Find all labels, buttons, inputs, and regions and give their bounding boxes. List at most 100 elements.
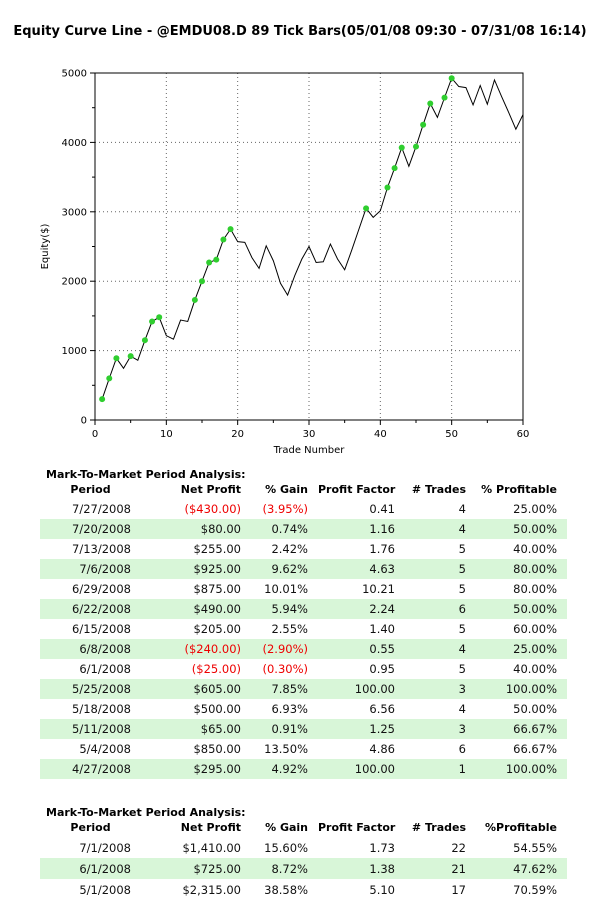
weekly-analysis-heading: Mark-To-Market Period Analysis: <box>46 468 246 481</box>
trades-cell: 1 <box>405 759 476 779</box>
profitable-cell: 47.62% <box>476 858 567 879</box>
profit-factor-cell: 0.55 <box>318 639 405 659</box>
net-profit-cell: $205.00 <box>193 622 241 636</box>
profit-factor-cell: 1.25 <box>318 719 405 739</box>
gain-cell: 0.91% <box>251 719 318 739</box>
net-profit-cell: $255.00 <box>193 542 241 556</box>
x-tick-label: 50 <box>445 429 458 440</box>
net-profit-cell: $725.00 <box>141 858 251 879</box>
column-header: # Trades <box>411 821 466 834</box>
profit-factor-cell: 10.21 <box>362 582 395 596</box>
gain-cell: 4.92% <box>251 759 318 779</box>
table-row: 6/15/2008 $205.00 2.55% 1.40 5 60.00% <box>40 619 567 639</box>
table-row: 5/11/2008 $65.00 0.91% 1.25 3 66.67% <box>40 719 567 739</box>
profit-factor-cell: 0.95 <box>369 662 395 676</box>
winning-trade-marker <box>413 143 419 150</box>
profitable-cell: 80.00% <box>513 582 557 596</box>
trades-cell: 5 <box>458 662 466 676</box>
gain-cell: 0.74% <box>251 519 318 539</box>
column-header: Net Profit <box>180 821 241 834</box>
table-row: 6/8/2008 ($240.00) (2.90%) 0.55 4 25.00% <box>40 639 567 659</box>
period-cell: 7/6/2008 <box>40 559 141 579</box>
trades-cell: 3 <box>405 679 476 699</box>
column-header: % Gain <box>265 483 308 496</box>
column-header: Net Profit <box>180 483 241 496</box>
x-axis-label: Trade Number <box>273 445 346 456</box>
gain-cell: 7.85% <box>251 679 318 699</box>
net-profit-cell: $2,315.00 <box>182 882 241 897</box>
weekly-analysis-section: Mark-To-Market Period Analysis: Period Ne… <box>40 468 567 779</box>
net-profit-cell: ($240.00) <box>141 639 251 659</box>
column-header: # Trades <box>411 483 466 496</box>
gain-cell: (0.30%) <box>262 662 308 676</box>
gain-cell: 9.62% <box>251 559 318 579</box>
profitable-cell: 70.59% <box>513 882 557 897</box>
trades-cell: 4 <box>405 519 476 539</box>
gain-cell: 15.60% <box>264 840 308 855</box>
profitable-cell: 40.00% <box>513 542 557 556</box>
gain-cell: 2.55% <box>271 622 308 636</box>
period-cell: 6/22/2008 <box>40 599 141 619</box>
gain-cell: 13.50% <box>264 742 308 756</box>
profit-factor-cell: 2.24 <box>318 599 405 619</box>
winning-trade-marker <box>441 94 448 101</box>
period-cell: 7/13/2008 <box>72 542 131 556</box>
gain-cell: 38.58% <box>264 882 308 897</box>
winning-trade-marker <box>220 236 227 243</box>
profit-factor-cell: 4.86 <box>369 742 395 756</box>
table-row: 6/29/2008 $875.00 10.01% 10.21 5 80.00% <box>40 579 567 599</box>
winning-trade-marker <box>99 396 106 403</box>
gain-cell: 2.42% <box>271 542 308 556</box>
period-cell: 5/11/2008 <box>40 719 141 739</box>
y-axis-label: Equity($) <box>40 224 51 270</box>
profit-factor-cell: 5.10 <box>369 882 395 897</box>
profit-factor-cell: 1.16 <box>318 519 405 539</box>
winning-trade-marker <box>149 318 156 325</box>
trades-cell: 4 <box>458 702 466 716</box>
chart-title: Equity Curve Line - @EMDU08.D 89 Tick Ba… <box>13 24 587 39</box>
table-row: 7/1/2008 $1,410.00 15.60% 1.73 22 54.55% <box>40 837 567 858</box>
gain-cell: 10.01% <box>264 582 308 596</box>
y-tick-label: 0 <box>81 416 87 427</box>
winning-trade-marker <box>199 278 205 285</box>
table-row: 7/13/2008 $255.00 2.42% 1.76 5 40.00% <box>40 539 567 559</box>
table-row: 7/27/2008 ($430.00) (3.95%) 0.41 4 25.00% <box>40 499 567 519</box>
table-row: 4/27/2008 $295.00 4.92% 100.00 1 100.00% <box>40 759 567 779</box>
table-row: 7/20/2008 $80.00 0.74% 1.16 4 50.00% <box>40 519 567 539</box>
weekly-header-row: Period Net Profit % Gain Profit Factor # Tra… <box>40 483 567 499</box>
net-profit-cell: $80.00 <box>141 519 251 539</box>
trades-cell: 5 <box>458 582 466 596</box>
profit-factor-cell: 6.56 <box>369 702 395 716</box>
winning-trade-marker <box>141 337 148 344</box>
table-row: 5/18/2008 $500.00 6.93% 6.56 4 50.00% <box>40 699 567 719</box>
table-row: 7/6/2008 $925.00 9.62% 4.63 5 80.00% <box>40 559 567 579</box>
monthly-header-row: Period Net Profit % Gain Profit Factor # Tra… <box>40 821 567 837</box>
x-tick-label: 20 <box>231 429 244 440</box>
profit-factor-cell: 4.63 <box>318 559 405 579</box>
period-cell: 6/1/2008 <box>40 858 141 879</box>
period-cell: 7/27/2008 <box>72 502 131 516</box>
trades-cell: 21 <box>405 858 476 879</box>
trades-cell: 4 <box>458 502 466 516</box>
table-row: 5/1/2008 $2,315.00 38.58% 5.10 17 70.59% <box>40 879 567 900</box>
column-header: Profit Factor <box>318 821 396 834</box>
period-cell: 5/18/2008 <box>72 702 131 716</box>
column-header: % Profitable <box>481 483 557 496</box>
table-row: 5/25/2008 $605.00 7.85% 100.00 3 100.00% <box>40 679 567 699</box>
period-cell: 6/8/2008 <box>40 639 141 659</box>
x-tick-label: 0 <box>92 429 98 440</box>
period-cell: 6/1/2008 <box>79 662 131 676</box>
equity-curve-chart: 0 1000 2000 3000 4000 5000 0 10 20 30 40 50 60 Trade … <box>40 69 529 457</box>
profitable-cell: 50.00% <box>513 702 557 716</box>
profitable-cell: 80.00% <box>476 559 567 579</box>
profitable-cell: 60.00% <box>513 622 557 636</box>
winning-trade-marker <box>420 121 427 128</box>
gain-cell: 6.93% <box>271 702 308 716</box>
trades-cell: 3 <box>405 719 476 739</box>
profitable-cell: 50.00% <box>476 599 567 619</box>
profitable-cell: 54.55% <box>513 840 557 855</box>
net-profit-cell: ($25.00) <box>191 662 241 676</box>
net-profit-cell: $1,410.00 <box>182 840 241 855</box>
period-cell: 5/25/2008 <box>40 679 141 699</box>
